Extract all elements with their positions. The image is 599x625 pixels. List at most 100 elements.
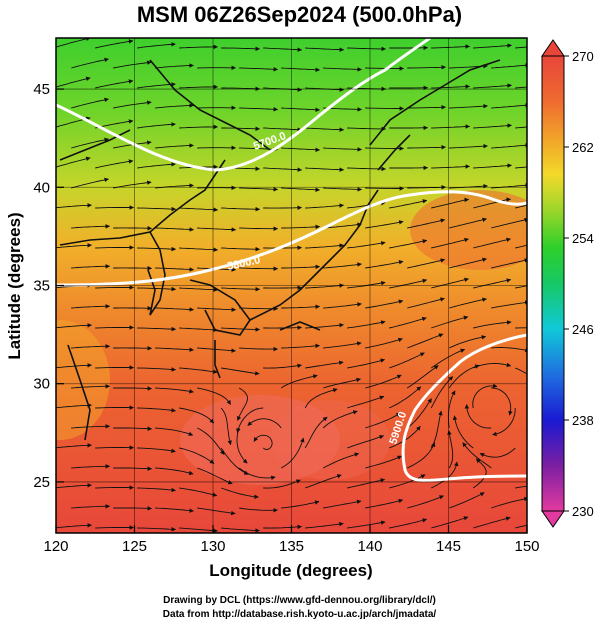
streamline — [449, 297, 487, 309]
streamline — [347, 395, 385, 409]
streamline — [137, 82, 176, 89]
colorbar-scale — [541, 55, 565, 512]
streamline — [323, 187, 363, 192]
streamline — [137, 527, 177, 532]
streamline — [71, 464, 111, 469]
streamline — [431, 197, 470, 209]
streamline — [389, 425, 421, 449]
streamline — [491, 143, 527, 149]
streamline — [365, 299, 404, 309]
streamline — [263, 325, 303, 330]
streamline — [179, 247, 219, 252]
streamline — [281, 107, 321, 112]
streamline — [113, 100, 152, 109]
streamline — [221, 286, 261, 292]
y-axis-ticks: 25 30 35 40 45 — [33, 81, 64, 491]
streamline — [280, 374, 318, 389]
map-title: MSM 06Z26Sep2024 (500.0hPa) — [136, 2, 463, 27]
streamline — [406, 398, 432, 429]
streamline — [365, 374, 402, 389]
streamline — [95, 285, 135, 290]
streamline — [347, 434, 385, 449]
streamline — [56, 483, 92, 489]
streamline — [155, 267, 195, 272]
streamline — [431, 277, 469, 289]
streamline — [515, 524, 527, 529]
streamline — [179, 407, 215, 424]
streamline — [491, 387, 513, 416]
streamline — [239, 226, 279, 231]
colorbar-tick-label: 238 — [572, 413, 594, 428]
streamline — [365, 186, 405, 191]
streamline — [407, 297, 445, 309]
colorbar-tick-label: 254 — [572, 231, 594, 246]
streamline — [365, 260, 404, 269]
streamline — [179, 207, 219, 212]
streamline — [491, 63, 527, 69]
streamline — [113, 180, 152, 189]
streamline — [407, 104, 447, 110]
streamline — [389, 352, 425, 369]
y-tick-label: 25 — [33, 474, 50, 491]
streamline — [263, 363, 302, 369]
streamline — [71, 177, 109, 189]
streamline — [473, 516, 511, 529]
streamline — [389, 316, 427, 329]
streamline — [95, 159, 134, 169]
streamline — [221, 246, 261, 252]
streamline — [56, 38, 91, 48]
streamline — [155, 347, 194, 352]
lat-lon-grid — [56, 38, 527, 533]
streamline — [389, 239, 428, 249]
colorbar-tick-label: 270 — [572, 49, 594, 64]
streamline — [515, 126, 527, 129]
streamline — [155, 467, 194, 476]
streamline — [197, 307, 237, 312]
streamline — [347, 46, 387, 52]
streamline — [179, 327, 218, 333]
streamline — [95, 325, 135, 330]
streamline — [95, 245, 135, 250]
streamline — [365, 455, 403, 469]
streamline — [113, 386, 153, 391]
streamline — [155, 103, 194, 109]
streamline — [179, 447, 215, 464]
streamline — [71, 344, 111, 349]
streamline — [71, 384, 111, 389]
streamline — [347, 126, 387, 132]
streamline — [431, 164, 471, 169]
streamline — [515, 485, 527, 489]
credits: Drawing by DCL (https://www.gfd-dennou.o… — [0, 594, 599, 622]
streamline — [263, 205, 303, 210]
streamline — [449, 217, 487, 229]
streamline — [137, 447, 176, 453]
streamline — [305, 474, 342, 489]
streamline — [137, 246, 177, 252]
streamline — [155, 227, 195, 232]
streamline — [491, 217, 527, 229]
streamline — [515, 285, 527, 289]
streamline — [449, 335, 487, 349]
streamline — [515, 367, 527, 375]
streamline — [221, 206, 261, 212]
streamline — [221, 367, 260, 376]
streamline — [431, 315, 469, 329]
streamline — [95, 79, 134, 89]
streamline — [56, 76, 91, 88]
streamline — [197, 507, 236, 516]
streamline — [113, 506, 153, 511]
streamline — [473, 43, 512, 49]
colorbar-bottom-arrow — [541, 510, 565, 528]
streamline — [179, 84, 219, 90]
streamline — [247, 418, 282, 429]
x-tick-label: 135 — [279, 538, 304, 555]
streamline — [155, 427, 194, 436]
streamline — [95, 39, 134, 49]
streamline — [221, 327, 261, 332]
credit-drawing: Drawing by DCL (https://www.gfd-dennou.o… — [163, 595, 436, 606]
streamline — [305, 203, 344, 209]
streamline — [347, 358, 386, 369]
streamline — [113, 266, 153, 271]
streamline — [492, 407, 516, 437]
coastlines — [59, 59, 501, 441]
